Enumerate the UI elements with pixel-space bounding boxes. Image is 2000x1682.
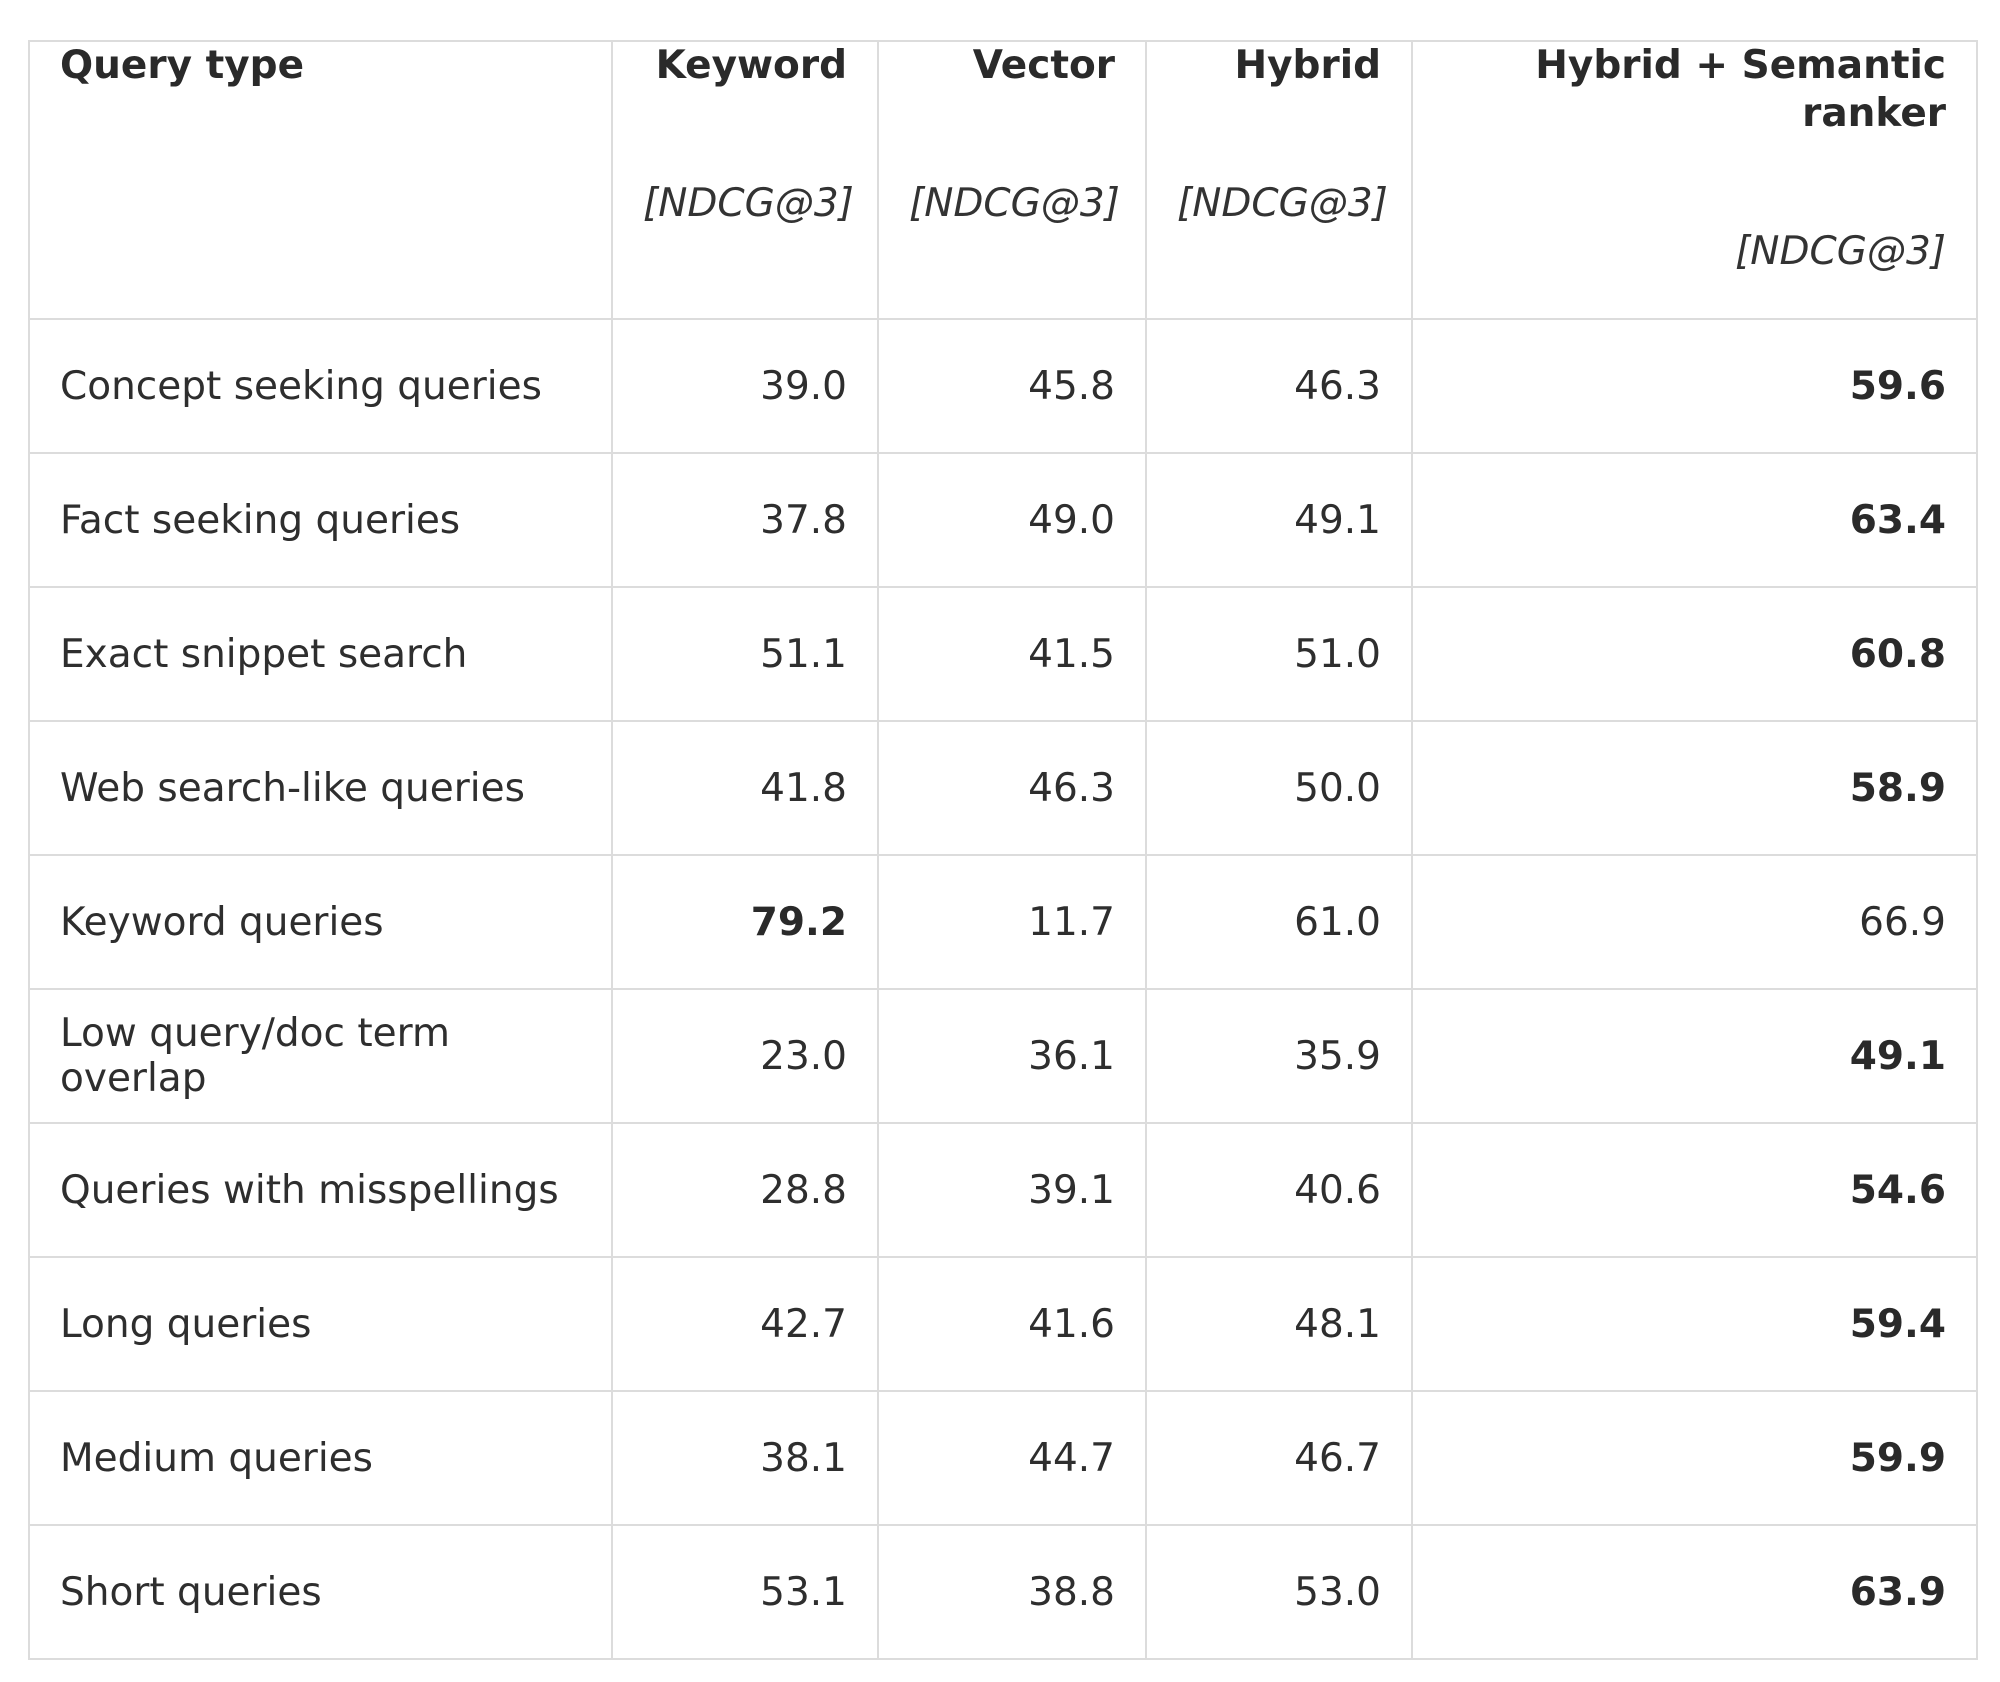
results-table: Query type Keyword [NDCG@3] Vector [NDCG…	[28, 40, 1978, 1660]
score-cell: 51.1	[611, 586, 879, 722]
score-cell: 79.2	[611, 854, 879, 990]
header-title: Hybrid + Semantic ranker	[1535, 43, 1946, 136]
table-row: Keyword queries 79.2 11.7 61.0 66.9	[28, 854, 1978, 990]
score-cell: 58.9	[1411, 720, 1978, 856]
score-cell: 44.7	[877, 1390, 1147, 1526]
table-row: Low query/doc term overlap 23.0 36.1 35.9 49…	[28, 988, 1978, 1124]
score-cell: 66.9	[1411, 854, 1978, 990]
table-row: Concept seeking queries 39.0 45.8 46.3 59.6	[28, 318, 1978, 454]
score-cell: 54.6	[1411, 1122, 1978, 1258]
score-cell: 63.9	[1411, 1524, 1978, 1660]
score-cell: 53.0	[1145, 1524, 1413, 1660]
row-label: Concept seeking queries	[28, 318, 613, 454]
score-cell: 40.6	[1145, 1122, 1413, 1258]
score-cell: 49.0	[877, 452, 1147, 588]
score-cell: 38.1	[611, 1390, 879, 1526]
score-cell: 59.9	[1411, 1390, 1978, 1526]
header-title: Keyword	[655, 43, 847, 88]
score-cell: 45.8	[877, 318, 1147, 454]
score-cell: 53.1	[611, 1524, 879, 1660]
score-cell: 60.8	[1411, 586, 1978, 722]
header-title: Hybrid	[1234, 43, 1382, 88]
score-cell: 39.0	[611, 318, 879, 454]
table-row: Long queries 42.7 41.6 48.1 59.4	[28, 1256, 1978, 1392]
table-header: Query type Keyword [NDCG@3] Vector [NDCG…	[28, 40, 1978, 320]
header-keyword: Keyword [NDCG@3]	[611, 40, 879, 320]
score-cell: 63.4	[1411, 452, 1978, 588]
score-cell: 46.3	[1145, 318, 1413, 454]
score-cell: 38.8	[877, 1524, 1147, 1660]
row-label: Low query/doc term overlap	[28, 988, 613, 1124]
score-cell: 41.8	[611, 720, 879, 856]
score-cell: 49.1	[1145, 452, 1413, 588]
score-cell: 28.8	[611, 1122, 879, 1258]
table-row: Medium queries 38.1 44.7 46.7 59.9	[28, 1390, 1978, 1526]
header-unit: [NDCG@3]	[1735, 229, 1946, 274]
row-label: Long queries	[28, 1256, 613, 1392]
score-cell: 61.0	[1145, 854, 1413, 990]
score-cell: 42.7	[611, 1256, 879, 1392]
header-title: Query type	[60, 43, 305, 88]
score-cell: 39.1	[877, 1122, 1147, 1258]
score-cell: 50.0	[1145, 720, 1413, 856]
score-cell: 41.6	[877, 1256, 1147, 1392]
row-label: Fact seeking queries	[28, 452, 613, 588]
score-cell: 37.8	[611, 452, 879, 588]
score-cell: 35.9	[1145, 988, 1413, 1124]
header-hybrid-semantic-ranker: Hybrid + Semantic ranker [NDCG@3]	[1411, 40, 1978, 320]
score-cell: 46.3	[877, 720, 1147, 856]
score-cell: 46.7	[1145, 1390, 1413, 1526]
score-cell: 23.0	[611, 988, 879, 1124]
row-label: Queries with misspellings	[28, 1122, 613, 1258]
row-label: Exact snippet search	[28, 586, 613, 722]
score-cell: 59.6	[1411, 318, 1978, 454]
header-unit: [NDCG@3]	[1177, 181, 1388, 226]
score-cell: 11.7	[877, 854, 1147, 990]
table-row: Short queries 53.1 38.8 53.0 63.9	[28, 1524, 1978, 1660]
header-query-type: Query type	[28, 40, 613, 320]
score-cell: 51.0	[1145, 586, 1413, 722]
table-row: Web search-like queries 41.8 46.3 50.0 58.9	[28, 720, 1978, 856]
table-row: Fact seeking queries 37.8 49.0 49.1 63.4	[28, 452, 1978, 588]
score-cell: 59.4	[1411, 1256, 1978, 1392]
row-label: Short queries	[28, 1524, 613, 1660]
table-row: Exact snippet search 51.1 41.5 51.0 60.8	[28, 586, 1978, 722]
header-vector: Vector [NDCG@3]	[877, 40, 1147, 320]
score-cell: 41.5	[877, 586, 1147, 722]
table-row: Queries with misspellings 28.8 39.1 40.6 54.…	[28, 1122, 1978, 1258]
score-cell: 49.1	[1411, 988, 1978, 1124]
score-cell: 48.1	[1145, 1256, 1413, 1392]
row-label: Medium queries	[28, 1390, 613, 1526]
table-body: Concept seeking queries 39.0 45.8 46.3 59.6 F…	[28, 318, 1978, 1660]
header-hybrid: Hybrid [NDCG@3]	[1145, 40, 1413, 320]
header-unit: [NDCG@3]	[909, 181, 1120, 226]
header-unit: [NDCG@3]	[643, 181, 854, 226]
header-title: Vector	[972, 43, 1115, 88]
score-cell: 36.1	[877, 988, 1147, 1124]
header-row: Query type Keyword [NDCG@3] Vector [NDCG…	[28, 40, 1978, 320]
row-label: Keyword queries	[28, 854, 613, 990]
row-label: Web search-like queries	[28, 720, 613, 856]
